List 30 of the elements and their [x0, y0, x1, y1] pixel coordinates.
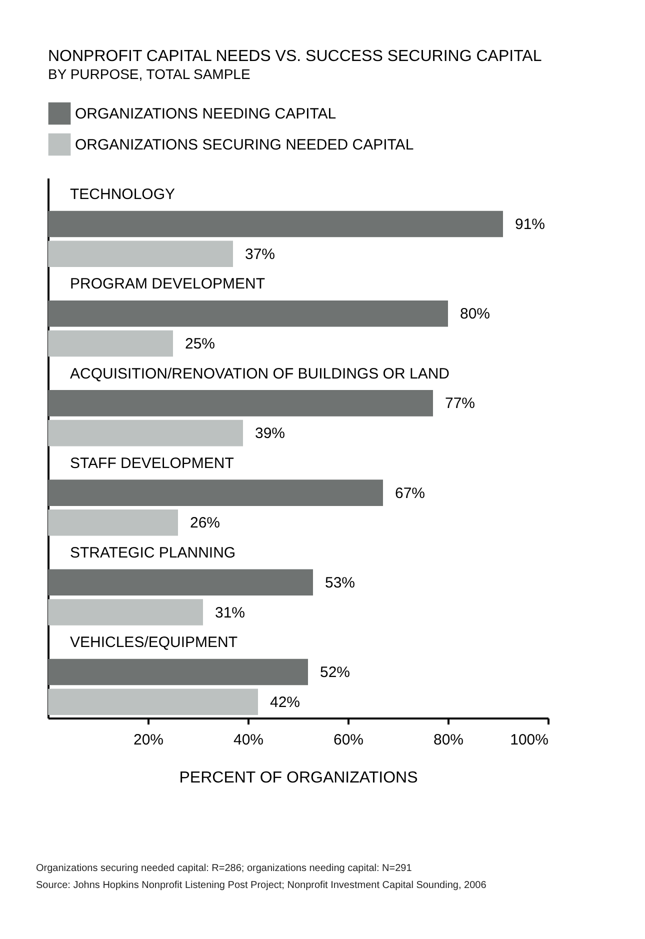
legend-label: ORGANIZATIONS SECURING NEEDED CAPITAL	[75, 136, 414, 154]
data-label: 91%	[515, 216, 546, 233]
data-label: 31%	[215, 604, 246, 622]
source-note: Source: Johns Hopkins Nonprofit Listening Post Project; Nonprofit Investment Capital Sounding, 2006	[36, 879, 486, 893]
chart-title: NONPROFIT CAPITAL NEEDS VS. SUCCESS SECURING CAPITAL	[48, 48, 542, 65]
text: Organizations securing needed capital: R=286; organizations needing capital: N=291	[36, 862, 413, 876]
y-tick-label: PROGRAM DEVELOPMENT	[70, 276, 266, 293]
y-tick-label: TECHNOLOGY	[70, 186, 176, 204]
data-label: 39%	[255, 425, 286, 442]
y-tick-label: VEHICLES/EQUIPMENT	[70, 634, 238, 652]
data-label: 42%	[270, 694, 300, 711]
data-label: 77%	[445, 395, 476, 412]
legend-label: ORGANIZATIONS NEEDING CAPITAL	[75, 106, 336, 122]
data-label: 67%	[395, 484, 426, 502]
data-label: 37%	[245, 246, 276, 263]
x-tick-label: 100%	[510, 732, 548, 748]
data-label: 26%	[190, 514, 220, 532]
data-label: 52%	[320, 664, 350, 682]
x-tick-label: 60%	[333, 732, 364, 748]
x-tick-label: 80%	[433, 732, 464, 748]
chart-subtitle: BY PURPOSE, TOTAL SAMPLE	[48, 66, 250, 82]
data-label: 53%	[325, 574, 356, 592]
y-tick-label: STRATEGIC PLANNING	[70, 544, 236, 562]
x-tick-label: 40%	[233, 732, 264, 748]
y-tick-label: ACQUISITION/RENOVATION OF BUILDINGS OR LAND	[70, 365, 450, 382]
data-label: 25%	[185, 335, 216, 352]
x-axis-title: PERCENT OF ORGANIZATIONS	[179, 770, 418, 786]
y-tick-label: STAFF DEVELOPMENT	[70, 454, 234, 472]
x-tick-label: 20%	[133, 732, 164, 748]
data-label: 80%	[460, 306, 490, 323]
